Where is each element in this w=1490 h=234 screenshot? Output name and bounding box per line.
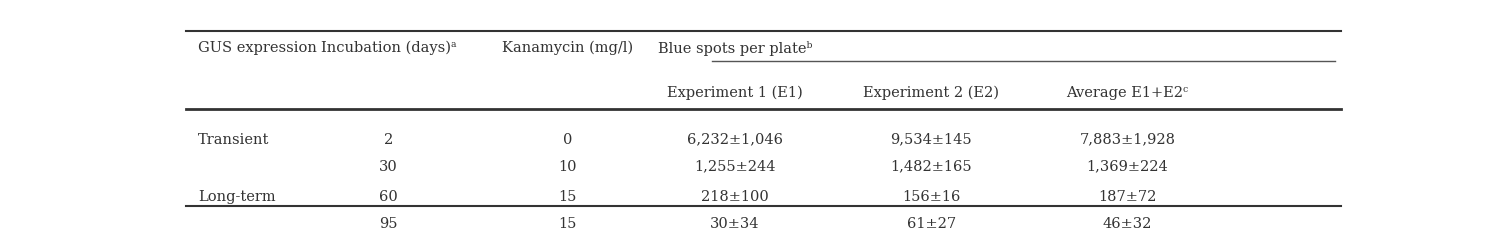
Text: 95: 95 [378,217,398,231]
Text: 6,232±1,046: 6,232±1,046 [687,133,782,146]
Text: Long-term: Long-term [198,190,276,204]
Text: Average E1+E2ᶜ: Average E1+E2ᶜ [1067,86,1189,100]
Text: 46±32: 46±32 [1103,217,1152,231]
Text: 1,255±244: 1,255±244 [694,160,775,174]
Text: 10: 10 [559,160,577,174]
Text: 60: 60 [378,190,398,204]
Text: 1,369±224: 1,369±224 [1086,160,1168,174]
Text: Incubation (days)ᵃ: Incubation (days)ᵃ [320,41,456,55]
Text: 156±16: 156±16 [901,190,960,204]
Text: 9,534±145: 9,534±145 [890,133,971,146]
Text: GUS expression: GUS expression [198,41,317,55]
Text: Transient: Transient [198,133,270,146]
Text: 30: 30 [378,160,398,174]
Text: 30±34: 30±34 [711,217,760,231]
Text: Experiment 1 (E1): Experiment 1 (E1) [668,86,803,100]
Text: 218±100: 218±100 [700,190,769,204]
Text: 61±27: 61±27 [906,217,955,231]
Text: 15: 15 [559,217,577,231]
Text: Blue spots per plateᵇ: Blue spots per plateᵇ [657,41,812,56]
Text: 15: 15 [559,190,577,204]
Text: 2: 2 [384,133,393,146]
Text: 187±72: 187±72 [1098,190,1156,204]
Text: 1,482±165: 1,482±165 [890,160,971,174]
Text: Experiment 2 (E2): Experiment 2 (E2) [863,86,1000,100]
Text: Kanamycin (mg/l): Kanamycin (mg/l) [502,41,633,55]
Text: 0: 0 [563,133,572,146]
Text: 7,883±1,928: 7,883±1,928 [1079,133,1176,146]
